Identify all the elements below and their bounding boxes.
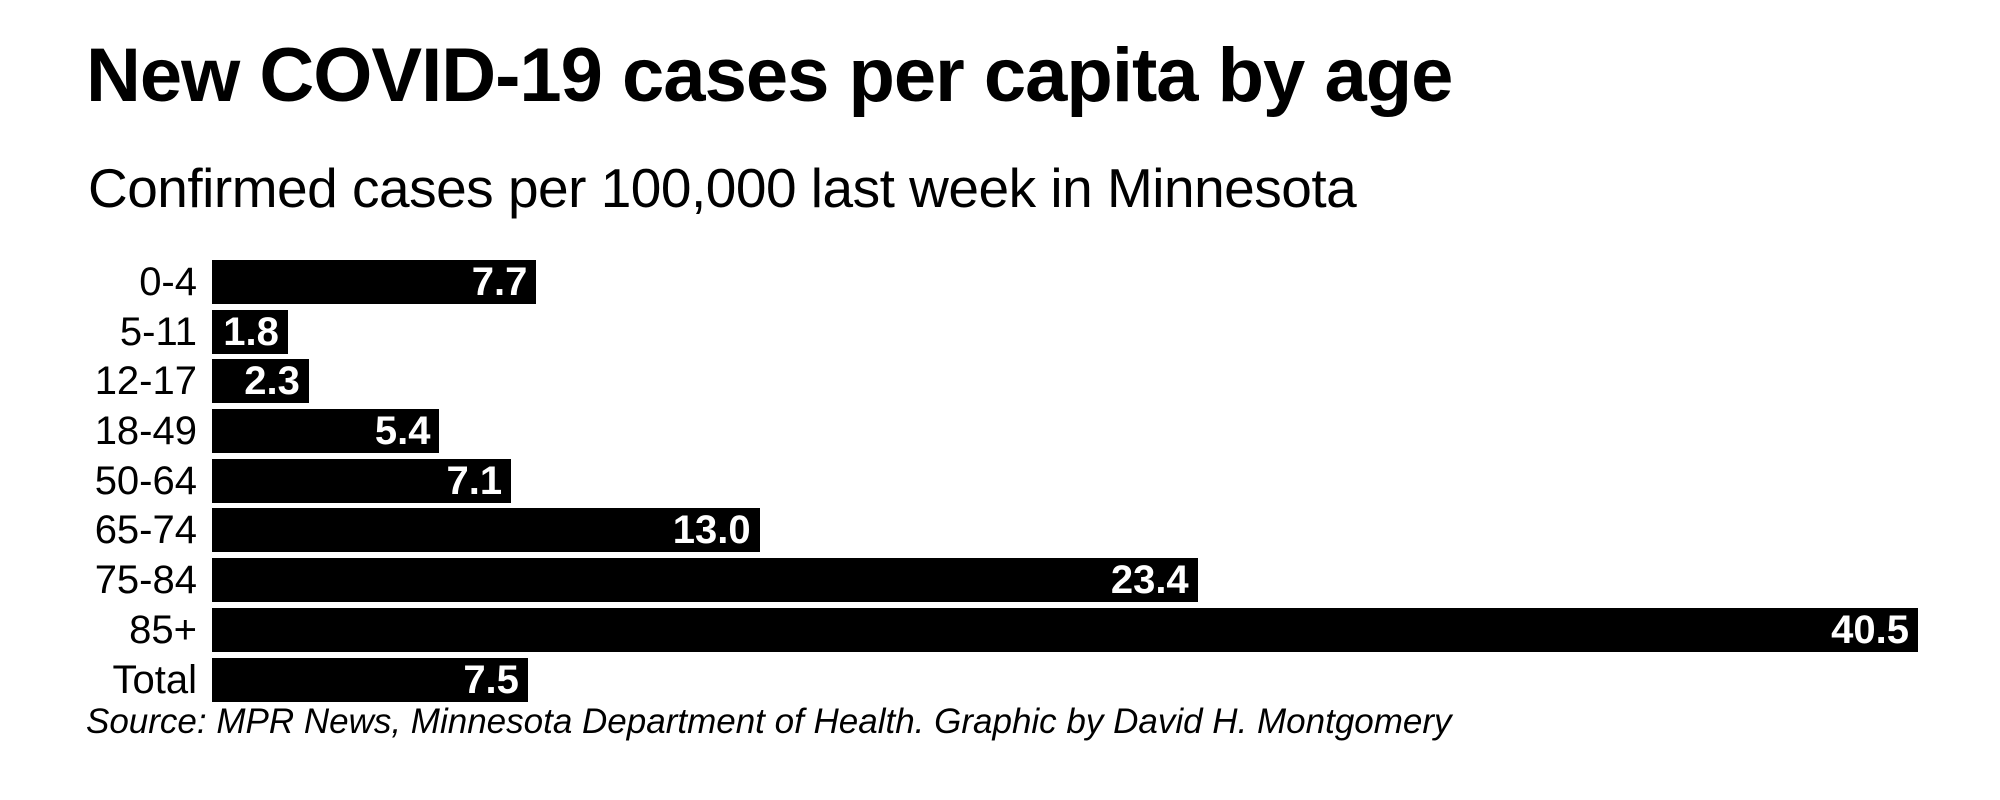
bar: 7.7 [212, 260, 537, 304]
bar-row: 5-11 1.8 [0, 309, 1918, 354]
category-label: 5-11 [119, 309, 197, 354]
bar-track: 13.0 [212, 508, 1918, 553]
bar: 7.1 [212, 458, 512, 503]
bar-value-label: 23.4 [1110, 558, 1189, 603]
bar-row: 75-84 23.4 [0, 558, 1918, 603]
bar-row: Total 7.5 [0, 657, 1918, 702]
bar-value-label: 2.3 [244, 359, 300, 404]
chart-subtitle: Confirmed cases per 100,000 last week in… [88, 157, 1357, 219]
bar-track: 7.5 [212, 657, 1918, 702]
bar-track: 7.7 [212, 260, 1918, 304]
bar-chart: 0-4 7.7 5-11 1.8 12-17 2.3 18-49 5.4 50-64 7.1 65-… [0, 260, 1918, 702]
bar-track: 23.4 [212, 558, 1918, 603]
bar: 2.3 [212, 359, 309, 404]
bar-value-label: 7.7 [471, 260, 528, 304]
bar-row: 12-17 2.3 [0, 359, 1918, 404]
bar: 7.5 [212, 657, 528, 702]
bar-track: 1.8 [212, 309, 1918, 354]
bar-track: 7.1 [212, 458, 1918, 503]
category-label: Total [112, 657, 198, 702]
bar-value-label: 40.5 [1831, 607, 1909, 652]
bar: 1.8 [212, 309, 288, 354]
category-label: 0-4 [139, 260, 197, 304]
bar-value-label: 7.5 [463, 657, 519, 702]
category-label: 75-84 [94, 558, 197, 603]
bar-track: 40.5 [212, 607, 1918, 652]
bar: 23.4 [212, 558, 1198, 603]
bar: 40.5 [212, 607, 1918, 652]
bar-row: 0-4 7.7 [0, 260, 1918, 304]
category-label: 65-74 [94, 508, 197, 553]
bar-value-label: 5.4 [374, 409, 431, 454]
bar-value-label: 13.0 [672, 508, 751, 553]
bar: 5.4 [212, 409, 440, 454]
bar-value-label: 7.1 [446, 458, 503, 503]
source-credit: Source: MPR News, Minnesota Department o… [86, 702, 1452, 741]
bar-row: 18-49 5.4 [0, 409, 1918, 454]
category-label: 18-49 [94, 409, 197, 454]
chart-title: New COVID-19 cases per capita by age [86, 33, 1453, 118]
category-label: 85+ [129, 607, 197, 652]
bar-row: 65-74 13.0 [0, 508, 1918, 553]
bar-row: 85+ 40.5 [0, 607, 1918, 652]
bar-row: 50-64 7.1 [0, 458, 1918, 503]
bar-track: 2.3 [212, 359, 1918, 404]
bar-track: 5.4 [212, 409, 1918, 454]
category-label: 50-64 [94, 458, 197, 503]
bar-value-label: 1.8 [223, 309, 279, 354]
bar: 13.0 [212, 508, 760, 553]
category-label: 12-17 [94, 359, 197, 404]
